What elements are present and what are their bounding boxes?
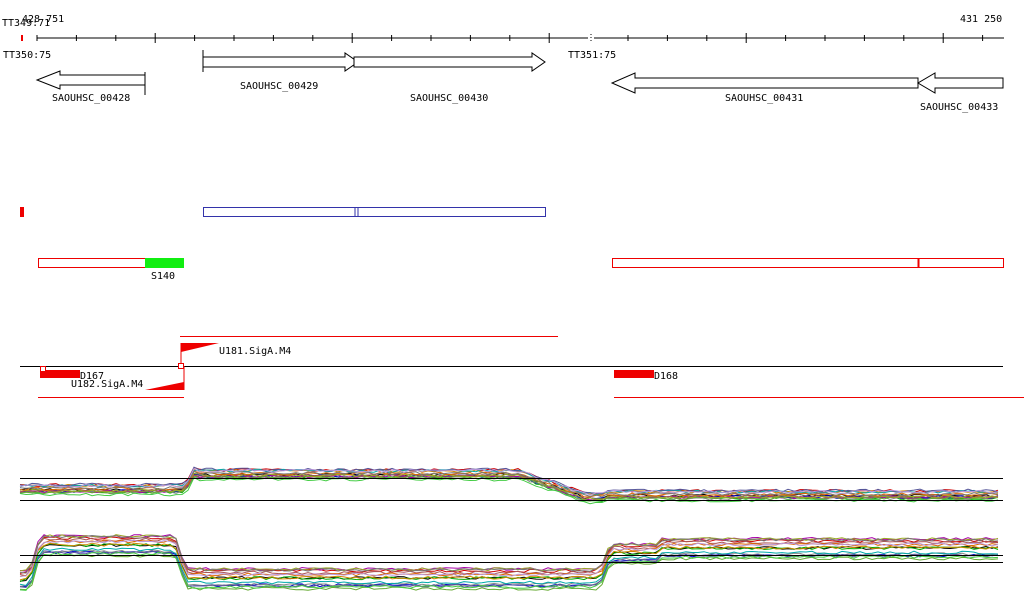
segment: [612, 258, 1004, 268]
terminator-label: TT350:75: [3, 50, 51, 61]
marker: [178, 363, 184, 369]
feature-label: U182.SigA.M4: [71, 379, 143, 390]
gene-label: SAOUHSC_00428: [52, 93, 130, 104]
feature-label: U181.SigA.M4: [219, 346, 291, 357]
trace: [19, 539, 999, 577]
ruler-end: 431 250: [960, 14, 1002, 25]
gene-label: SAOUHSC_00429: [240, 81, 318, 92]
expression-traces: [19, 466, 999, 591]
trace: [19, 467, 999, 496]
gene-label: SAOUHSC_00431: [725, 93, 803, 104]
trace: [19, 470, 999, 498]
segment: [38, 258, 146, 268]
marker: [21, 35, 23, 41]
gene-arrow: [917, 72, 1004, 94]
segment: [20, 207, 24, 217]
feature-label: D167: [80, 371, 104, 382]
gene-arrow: [353, 52, 546, 72]
gene-arrow: [35, 70, 146, 90]
trace: [19, 547, 999, 587]
gene-arrow: [610, 72, 919, 94]
segment: [145, 258, 184, 268]
terminator: [40, 370, 80, 378]
gene-arrow: [202, 52, 359, 72]
feature-label: S140: [151, 271, 175, 282]
marker: [40, 366, 46, 372]
promoter: [145, 382, 184, 390]
trace: [19, 534, 999, 574]
ruler-start: 428 751: [22, 14, 64, 25]
gene-label: SAOUHSC_00433: [920, 102, 998, 113]
gene-label: SAOUHSC_00430: [410, 93, 488, 104]
feature-label: D168: [654, 371, 678, 382]
ruler-ticks: [36, 33, 984, 43]
ruler-marker: TT349:71: [2, 18, 50, 29]
terminator-label: TT351:75: [568, 50, 616, 61]
trace: [19, 542, 999, 581]
trace: [19, 466, 999, 495]
trace: [19, 551, 999, 591]
trace: [19, 537, 999, 577]
promoter: [181, 343, 219, 352]
segment: [203, 207, 546, 217]
terminator: [614, 370, 654, 378]
